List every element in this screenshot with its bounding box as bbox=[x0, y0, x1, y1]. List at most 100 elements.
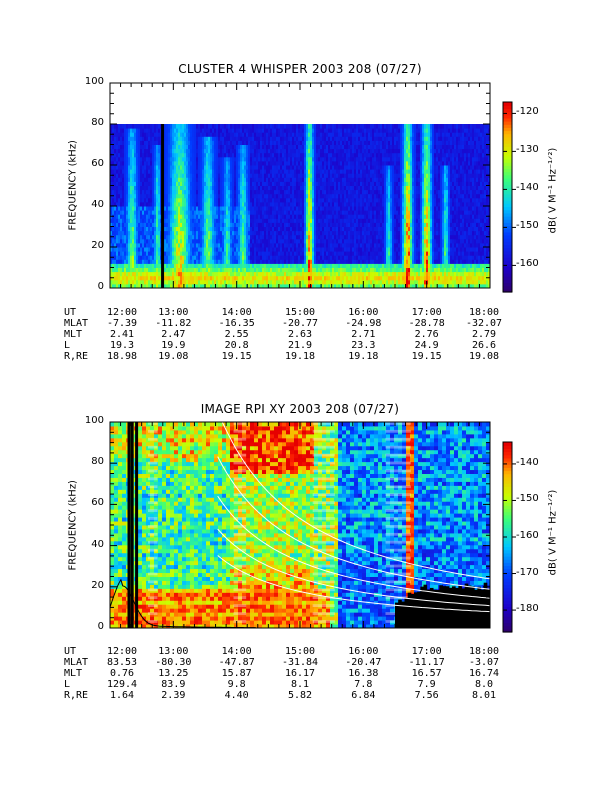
chart2-ephemeris-value: 6.84 bbox=[351, 690, 376, 701]
chart2-ephemeris-value: 8.01 bbox=[471, 690, 497, 701]
chart1-spectrogram-cells bbox=[110, 124, 491, 289]
chart2-title: IMAGE RPI XY 2003 208 (07/27) bbox=[200, 402, 400, 416]
chart2-black-trace bbox=[109, 578, 256, 629]
chart1-ephemeris: UT MLAT MLT L R,RE 12:00 -7.39 2.41 19.3 18.98 13:… bbox=[64, 307, 504, 367]
chart2-ephemeris-value: 0.76 bbox=[109, 668, 135, 679]
chart2-colorbar-tick-label: -150 bbox=[516, 493, 539, 505]
chart2-ytick-label: 60 bbox=[91, 497, 104, 509]
chart1-ytick-label: 0 bbox=[97, 281, 104, 292]
chart2-ephemeris-value: 129.4 bbox=[106, 679, 138, 690]
chart2-ephemeris-value: 16.74 bbox=[468, 668, 500, 679]
chart2-white-trace bbox=[217, 495, 491, 599]
chart2-ytick-label: 40 bbox=[91, 538, 104, 550]
chart1-ephemeris-value: 21.9 bbox=[287, 340, 313, 351]
chart2-spectrogram-cells bbox=[110, 422, 491, 629]
chart1-ephemeris-label: MLT bbox=[64, 329, 83, 340]
chart1-ephemeris-value: -28.78 bbox=[408, 318, 445, 329]
chart1-ephemeris-value: 19.08 bbox=[468, 351, 500, 362]
chart1-colorbar-tick-label: -150 bbox=[516, 220, 539, 232]
chart1-ephemeris-value: 17:00 bbox=[411, 307, 442, 318]
chart1-ephemeris-value: 19.18 bbox=[348, 351, 379, 362]
chart1-ephemeris-value: 20.8 bbox=[224, 340, 249, 351]
chart1-ephemeris-value: 23.3 bbox=[351, 340, 376, 351]
chart1-ephemeris-value: 12:00 bbox=[106, 307, 138, 318]
chart2-ephemeris-value: 16.38 bbox=[348, 668, 379, 679]
chart1-data-gap bbox=[161, 124, 165, 288]
chart2-ytick-label: 20 bbox=[91, 579, 104, 591]
chart1-ephemeris-value: -32.07 bbox=[465, 318, 503, 329]
chart1-ephemeris-value: -24.98 bbox=[345, 318, 382, 329]
chart2-white-trace bbox=[217, 421, 491, 580]
chart1-ephemeris-value: 13:00 bbox=[158, 307, 189, 318]
chart2-ephemeris-value: 16.17 bbox=[284, 668, 316, 679]
chart1-ephemeris-value: 19.15 bbox=[221, 351, 252, 362]
chart2-ephemeris-label: MLT bbox=[64, 668, 83, 679]
chart1-ephemeris-value: 16:00 bbox=[348, 307, 379, 318]
chart2-data-gap bbox=[135, 422, 139, 628]
chart2-data-gap bbox=[127, 422, 131, 628]
chart2-colorbar-tick-label: -160 bbox=[516, 530, 539, 541]
chart2-ytick-label: 80 bbox=[91, 456, 104, 468]
chart2-ephemeris-value: 9.8 bbox=[227, 679, 246, 690]
chart1-ephemeris-value: 19.3 bbox=[109, 340, 135, 351]
chart2-ephemeris-value: 8.0 bbox=[474, 679, 494, 690]
chart2-white-trace bbox=[217, 528, 491, 607]
chart2-ytick-label: 100 bbox=[84, 415, 104, 426]
chart2-ytick-label: 0 bbox=[97, 621, 104, 632]
chart1-ephemeris-value: 2.41 bbox=[109, 329, 135, 340]
chart2-ephemeris-value: 7.56 bbox=[414, 690, 439, 701]
chart2-ephemeris-value: 4.40 bbox=[224, 690, 249, 701]
chart1-ephemeris-value: 19.18 bbox=[284, 351, 316, 362]
chart2-ephemeris-value: 83.9 bbox=[161, 679, 186, 690]
chart1-ephemeris-value: 26.6 bbox=[471, 340, 497, 351]
chart1-ephemeris-value: 2.76 bbox=[414, 329, 439, 340]
chart2-colorbar-tick-label: -170 bbox=[516, 566, 539, 578]
chart1-ephemeris-value: 2.55 bbox=[224, 329, 249, 340]
chart1-ytick-label: 60 bbox=[91, 158, 104, 169]
chart1-ephemeris-value: 19.9 bbox=[161, 340, 186, 351]
chart2-ephemeris-value: 15.87 bbox=[221, 668, 252, 679]
chart2-ephemeris-value: 16:00 bbox=[348, 646, 379, 657]
chart1-ephemeris-value: 2.47 bbox=[161, 329, 186, 340]
chart1-title: CLUSTER 4 WHISPER 2003 208 (07/27) bbox=[178, 62, 422, 76]
chart2-ephemeris-value: 17:00 bbox=[411, 646, 442, 657]
chart1-ytick-label: 100 bbox=[84, 76, 104, 87]
chart2-ephemeris-value: 12:00 bbox=[106, 646, 138, 657]
chart2-data-gap bbox=[130, 422, 134, 628]
chart2-ephemeris-label: MLAT bbox=[64, 657, 89, 668]
chart2-ephemeris-value: -3.07 bbox=[468, 657, 500, 668]
chart2-colorbar bbox=[502, 441, 516, 633]
chart2-ephemeris-value: 1.64 bbox=[109, 690, 135, 701]
chart2-ephemeris-value: -47.87 bbox=[218, 657, 255, 668]
chart2-ephemeris-label: R,RE bbox=[64, 690, 89, 701]
chart1-ephemeris-value: 14:00 bbox=[221, 307, 252, 318]
chart1-ephemeris-value: 18.98 bbox=[106, 351, 138, 362]
chart1-ephemeris-label: R,RE bbox=[64, 351, 89, 362]
chart2-ephemeris-value: 8.1 bbox=[290, 679, 310, 690]
chart2-ephemeris-label: UT bbox=[64, 646, 77, 657]
chart2-spectrogram bbox=[109, 421, 516, 633]
chart2-ephemeris-value: 14:00 bbox=[221, 646, 252, 657]
chart2-ephemeris-value: -31.84 bbox=[281, 657, 319, 668]
chart2-colorbar-tick-label: -180 bbox=[516, 603, 539, 615]
chart2-ephemeris-value: 15:00 bbox=[284, 646, 316, 657]
chart1-ephemeris-value: 19.15 bbox=[411, 351, 442, 362]
chart2-ephemeris-value: 2.39 bbox=[161, 690, 186, 701]
chart2-ephemeris-value: -80.30 bbox=[155, 657, 192, 668]
chart1-ephemeris-value: 15:00 bbox=[284, 307, 316, 318]
chart2-ephemeris-value: 16.57 bbox=[411, 668, 442, 679]
chart1-ytick-label: 80 bbox=[91, 117, 104, 128]
chart1-ephemeris-value: -11.82 bbox=[155, 318, 192, 329]
chart2-ephemeris-label: L bbox=[64, 679, 71, 690]
chart1-ephemeris-value: -16.35 bbox=[218, 318, 255, 329]
chart1-colorbar-tick-label: -130 bbox=[516, 144, 539, 156]
chart2-white-trace bbox=[217, 555, 491, 613]
chart1-ephemeris-label: L bbox=[64, 340, 71, 351]
chart1-ytick-label: 40 bbox=[91, 199, 104, 210]
chart1-ephemeris-label: UT bbox=[64, 307, 77, 318]
chart1-ephemeris-value: -20.77 bbox=[281, 318, 319, 329]
chart1-ephemeris-value: 2.79 bbox=[471, 329, 497, 340]
chart2-colorbar-label: dB( V M⁻¹ Hz⁻¹ᐟ²) bbox=[547, 489, 559, 576]
chart2-ephemeris: UT MLAT MLT L R,RE 12:00 83.53 0.76 129.4 1.64 13:… bbox=[64, 646, 504, 706]
chart1-ephemeris-value: 2.63 bbox=[287, 329, 313, 340]
